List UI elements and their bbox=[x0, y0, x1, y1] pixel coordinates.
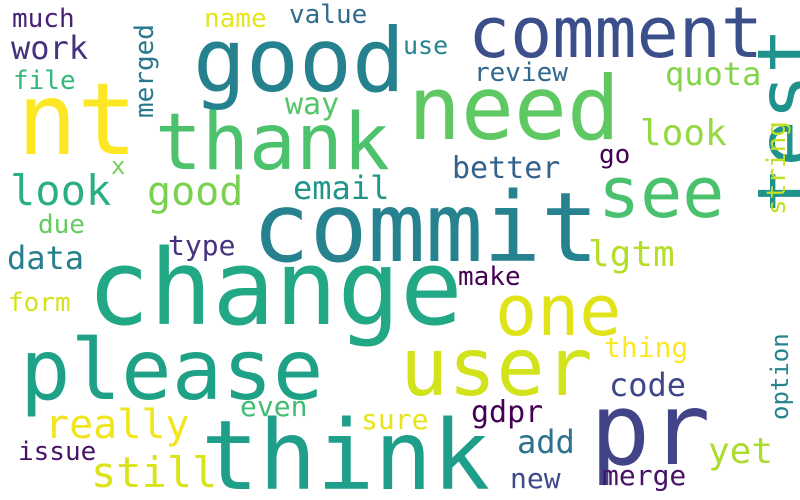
word-issue: issue bbox=[18, 437, 97, 467]
word-change: change bbox=[87, 227, 463, 349]
word-value: value bbox=[289, 0, 368, 30]
word-nt: nt bbox=[17, 61, 138, 178]
word-data: data bbox=[7, 239, 85, 277]
word-email: email bbox=[293, 169, 390, 207]
word-thing: thing bbox=[604, 331, 689, 364]
word-one: one bbox=[495, 270, 622, 352]
word-good-small: good bbox=[147, 169, 244, 215]
word-see: see bbox=[598, 152, 725, 234]
word-code: code bbox=[609, 366, 687, 404]
word-review: review bbox=[474, 58, 568, 88]
word-use: use bbox=[403, 31, 449, 60]
word-still: still bbox=[91, 448, 218, 497]
word-think: think bbox=[201, 400, 490, 500]
word-option: option bbox=[766, 333, 794, 420]
word-look-upper: look bbox=[640, 113, 727, 154]
word-x: x bbox=[111, 152, 126, 180]
word-make: make bbox=[458, 262, 521, 292]
word-thank: thank bbox=[155, 98, 390, 188]
word-commit: commit bbox=[252, 172, 599, 284]
word-good-large: good bbox=[193, 9, 405, 112]
word-comment: comment bbox=[468, 0, 764, 74]
word-yet: yet bbox=[708, 431, 774, 472]
word-please: please bbox=[20, 321, 324, 419]
word-quota: quota bbox=[665, 55, 762, 93]
word-lgtm: lgtm bbox=[588, 234, 675, 275]
word-pr: pr bbox=[590, 371, 711, 488]
word-type: type bbox=[168, 229, 236, 262]
word-gdpr: gdpr bbox=[471, 395, 544, 430]
word-string: string bbox=[762, 121, 792, 215]
word-merge: merge bbox=[602, 459, 687, 492]
word-better: better bbox=[452, 151, 561, 186]
word-need: need bbox=[408, 57, 620, 160]
word-name: name bbox=[204, 4, 267, 34]
word-work: work bbox=[11, 29, 89, 67]
word-much: much bbox=[12, 4, 75, 34]
word-add: add bbox=[517, 423, 575, 461]
word-sure: sure bbox=[361, 403, 429, 436]
word-even: even bbox=[240, 390, 308, 423]
word-form: form bbox=[8, 288, 71, 318]
word-due: due bbox=[38, 210, 85, 240]
word-user: user bbox=[400, 321, 593, 414]
word-merged: merged bbox=[130, 24, 160, 118]
word-really: really bbox=[45, 402, 190, 448]
word-look-lower: look bbox=[10, 166, 112, 215]
word-way: way bbox=[285, 87, 340, 122]
word-go: go bbox=[599, 140, 631, 170]
word-file: file bbox=[13, 66, 76, 96]
word-new: new bbox=[510, 462, 561, 495]
